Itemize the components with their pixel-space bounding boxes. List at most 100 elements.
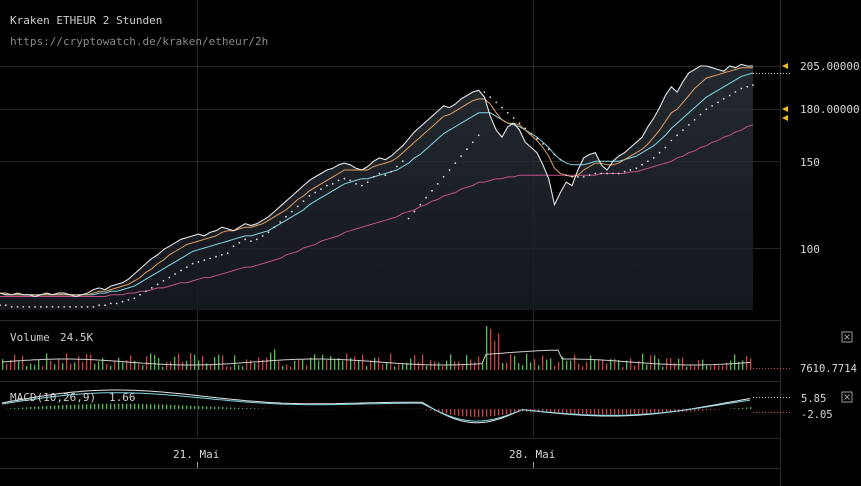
volume-tick-label: 7610.7714	[800, 363, 857, 375]
sar-dot	[168, 276, 171, 279]
sar-dot	[442, 176, 445, 178]
macd-histogram-bar	[186, 405, 188, 409]
macd-histogram-bar	[170, 404, 172, 409]
volume-bar	[498, 333, 500, 370]
macd-histogram-bar	[514, 409, 516, 414]
volume-bar	[326, 360, 328, 370]
volume-bar	[114, 361, 116, 370]
close-macd-icon[interactable]	[841, 391, 853, 403]
price-marker-icon	[782, 106, 788, 112]
sar-dot	[226, 252, 229, 255]
volume-bar	[6, 363, 8, 370]
volume-bar	[382, 364, 384, 370]
volume-bar	[66, 353, 68, 370]
volume-bar	[502, 363, 504, 370]
sar-dot	[4, 304, 7, 307]
macd-histogram-bar	[454, 409, 456, 416]
macd-histogram-bar	[54, 405, 56, 409]
macd-histogram-bar	[58, 405, 60, 409]
volume-bar	[306, 365, 308, 370]
macd-histogram-bar	[646, 409, 648, 414]
volume-bar	[230, 366, 232, 370]
volume-bar	[222, 355, 224, 370]
sar-dot	[717, 101, 719, 104]
macd-histogram-bar	[594, 409, 596, 415]
macd-histogram-bar	[10, 408, 12, 409]
volume-value: 24.5K	[60, 331, 93, 344]
volume-bar	[226, 366, 228, 370]
macd-histogram-bar	[198, 406, 200, 409]
volume-bar	[38, 360, 40, 370]
volume-bar	[394, 366, 396, 370]
sar-dot	[670, 139, 673, 142]
volume-bar	[722, 365, 724, 370]
volume-bar	[614, 358, 616, 370]
volume-bar	[278, 361, 280, 370]
sar-dot	[477, 134, 480, 137]
macd-histogram-bar	[602, 409, 604, 415]
volume-bar	[294, 360, 296, 370]
sar-dot	[705, 108, 708, 111]
macd-histogram-bar	[66, 404, 68, 409]
sar-dot	[722, 98, 725, 100]
macd-histogram-bar	[226, 407, 228, 409]
volume-bar	[314, 354, 316, 370]
sar-dot	[454, 162, 457, 165]
volume-bar	[650, 355, 652, 370]
sar-dot	[401, 160, 404, 163]
sar-dot	[396, 165, 398, 168]
volume-bar	[298, 359, 300, 370]
macd-histogram-bar	[654, 409, 656, 414]
volume-bar	[442, 366, 444, 370]
macd-histogram-bar	[702, 409, 704, 411]
sar-dot	[279, 221, 282, 223]
sar-dot	[436, 183, 439, 185]
volume-bar	[258, 357, 260, 370]
x-tick-label: 28. Mai	[509, 448, 555, 461]
mid-ma-line	[0, 72, 754, 296]
sar-dot	[577, 176, 579, 178]
macd-histogram-bar	[550, 409, 552, 413]
sar-dot	[69, 306, 71, 308]
sar-dot	[45, 306, 48, 308]
volume-bar	[58, 359, 60, 370]
macd-histogram-bar	[74, 404, 76, 409]
macd-histogram-bar	[718, 409, 720, 410]
volume-bar	[554, 365, 556, 370]
macd-histogram-bar	[674, 409, 676, 413]
macd-histogram-bar	[250, 408, 252, 409]
volume-bar	[246, 359, 248, 370]
volume-bar	[522, 365, 524, 370]
sar-dot	[571, 176, 573, 178]
chart-source-url[interactable]: https://cryptowatch.de/kraken/etheur/2h	[10, 35, 268, 48]
volume-average-line	[1, 349, 751, 366]
volume-bar	[98, 361, 100, 370]
macd-histogram-bar	[558, 409, 560, 414]
volume-bar	[466, 355, 468, 370]
volume-bar	[374, 357, 376, 370]
volume-bar	[570, 360, 572, 370]
volume-bar	[282, 365, 284, 370]
price-tick-label: 100	[800, 243, 820, 256]
macd-histogram-bar	[94, 404, 96, 409]
sar-dot	[693, 118, 696, 121]
macd-histogram-bar	[582, 409, 584, 414]
macd-histogram-bar	[174, 405, 176, 409]
volume-bar	[342, 360, 344, 370]
close-volume-icon[interactable]	[841, 331, 853, 343]
sar-dot	[518, 122, 521, 125]
macd-histogram-bar	[742, 407, 744, 409]
volume-bar	[174, 356, 176, 370]
macd-histogram-bar	[462, 409, 464, 417]
sar-dot	[139, 293, 142, 296]
sar-dot	[652, 157, 655, 159]
volume-bar	[210, 364, 212, 370]
macd-histogram-bar	[426, 409, 428, 410]
volume-bar	[330, 356, 332, 370]
volume-bar	[206, 363, 208, 370]
volume-bar	[354, 356, 356, 370]
volume-bar	[366, 366, 368, 370]
macd-histogram-bar	[566, 409, 568, 414]
macd-histogram-bar	[614, 409, 616, 415]
